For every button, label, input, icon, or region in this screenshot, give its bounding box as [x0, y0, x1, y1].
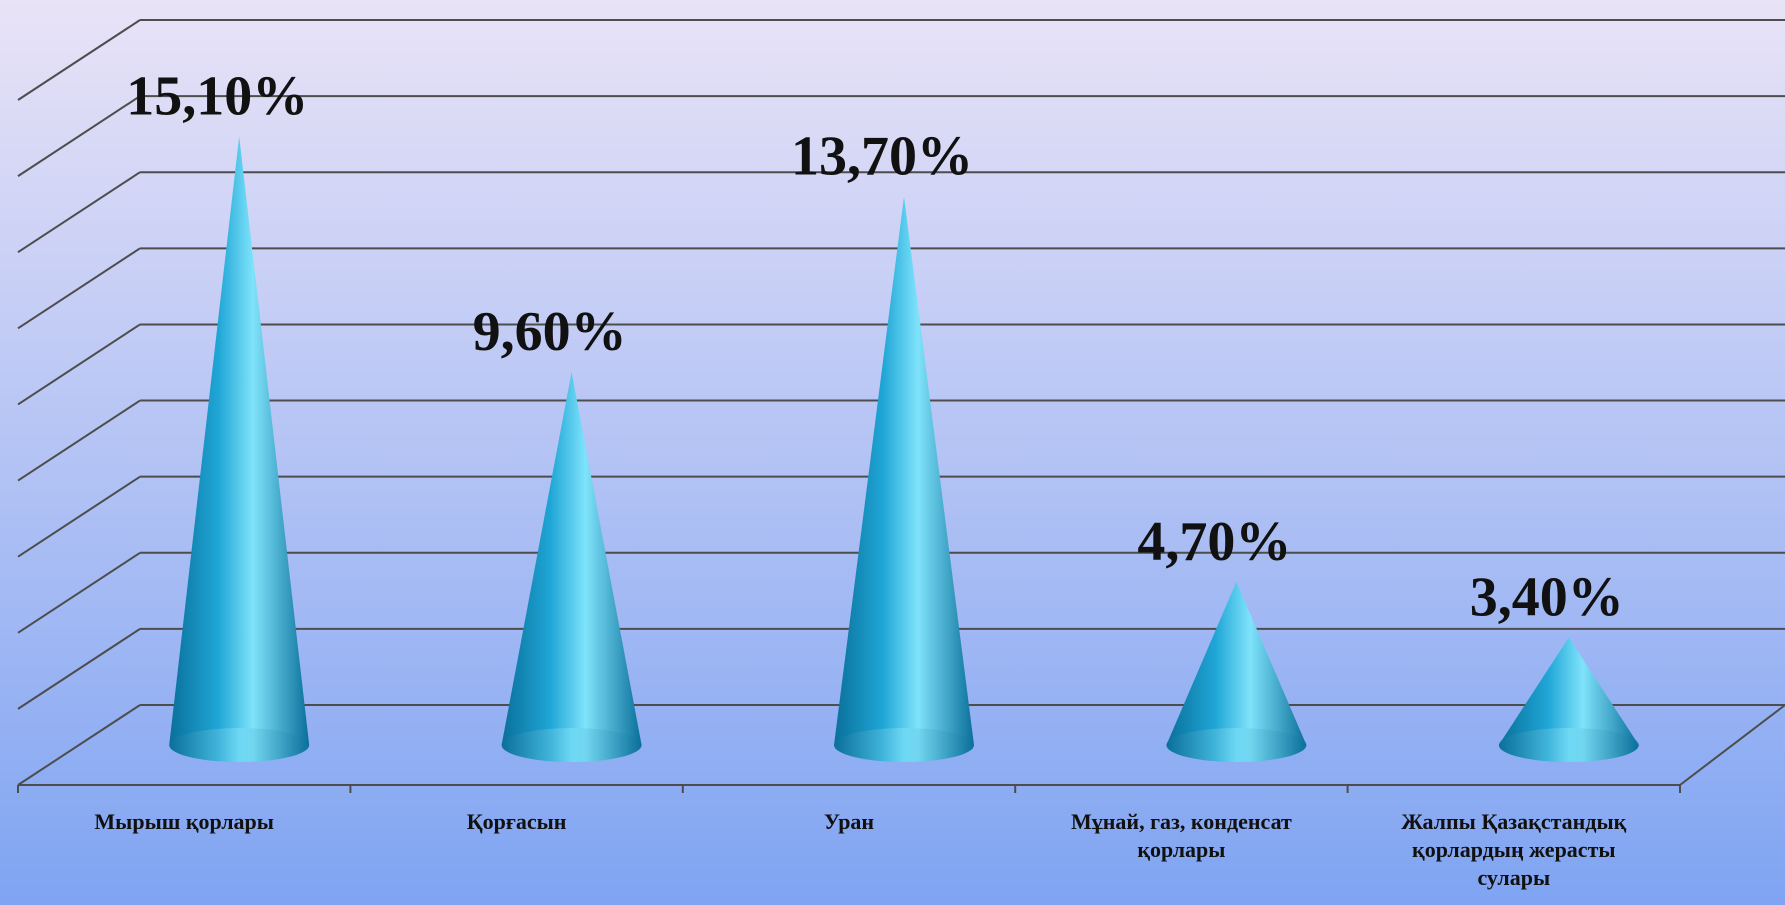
gridline-side [17, 551, 141, 634]
x-tick-label: Мырыш қорлары [94, 809, 274, 834]
gridline-side [17, 95, 141, 177]
gridline-side [17, 171, 141, 254]
cone-body [169, 136, 310, 762]
cone-bar [834, 196, 974, 762]
data-label: 13,70% [791, 125, 973, 187]
cone-bar [169, 136, 310, 762]
x-tick-label: Уран [823, 809, 875, 834]
x-tick-label: Жалпы Қазақстандық қорлардың жерасты сул… [1401, 809, 1627, 890]
cone-base [834, 728, 974, 762]
cone-body [501, 372, 642, 762]
data-labels-layer: 15,10% 9,60% 13,70% 4,70% 3,40% [126, 66, 1624, 629]
cones-layer [169, 136, 1639, 762]
grid-layer [17, 19, 1785, 793]
cone-bar [501, 372, 642, 762]
gridline-side [17, 704, 141, 786]
floor-edge [1679, 704, 1785, 786]
cone-bar [1498, 637, 1639, 762]
x-tick-label: Мұнай, газ, конденсат қорлары [1070, 809, 1292, 862]
cone-base [501, 728, 642, 762]
gridline-side [17, 399, 141, 482]
cone-body [1166, 581, 1307, 762]
data-label: 4,70% [1137, 511, 1291, 573]
gridline-side [17, 19, 141, 101]
cone-base [1498, 728, 1639, 762]
x-tick-label: Қорғасын [466, 809, 567, 834]
cone-base [169, 728, 310, 762]
gridline-side [17, 247, 141, 330]
gridline-side [17, 475, 141, 558]
cone-bar [1166, 581, 1307, 762]
cone-base [1166, 728, 1307, 762]
gridline-side [17, 323, 141, 406]
data-label: 9,60% [473, 301, 627, 363]
data-label: 3,40% [1470, 566, 1624, 628]
gridline-side [17, 628, 141, 710]
cone-body [834, 196, 974, 762]
data-label: 15,10% [126, 66, 308, 128]
